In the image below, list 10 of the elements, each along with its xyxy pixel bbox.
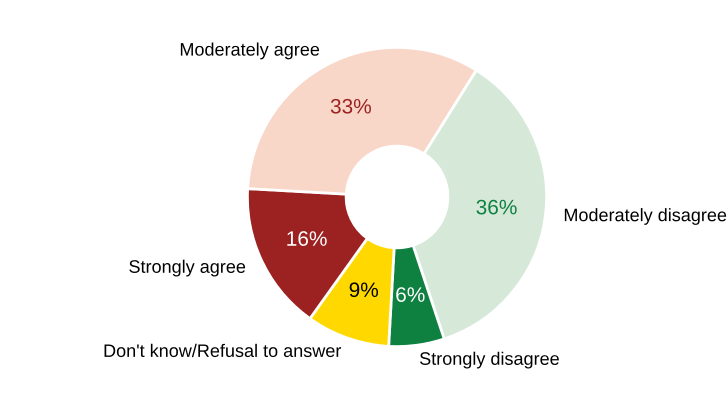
slice-label: Don't know/Refusal to answer bbox=[104, 344, 342, 358]
data-label: 33% bbox=[330, 98, 371, 114]
data-label: 36% bbox=[476, 200, 517, 214]
data-label: 16% bbox=[287, 231, 327, 246]
slice-label: Strongly agree bbox=[129, 260, 246, 277]
data-label: 6% bbox=[396, 287, 425, 302]
slice-label: Moderately agree bbox=[180, 42, 320, 60]
slice-label: Strongly disagree bbox=[420, 352, 559, 369]
slice-label: Moderately disagree bbox=[564, 208, 726, 225]
data-label: 9% bbox=[350, 282, 378, 298]
